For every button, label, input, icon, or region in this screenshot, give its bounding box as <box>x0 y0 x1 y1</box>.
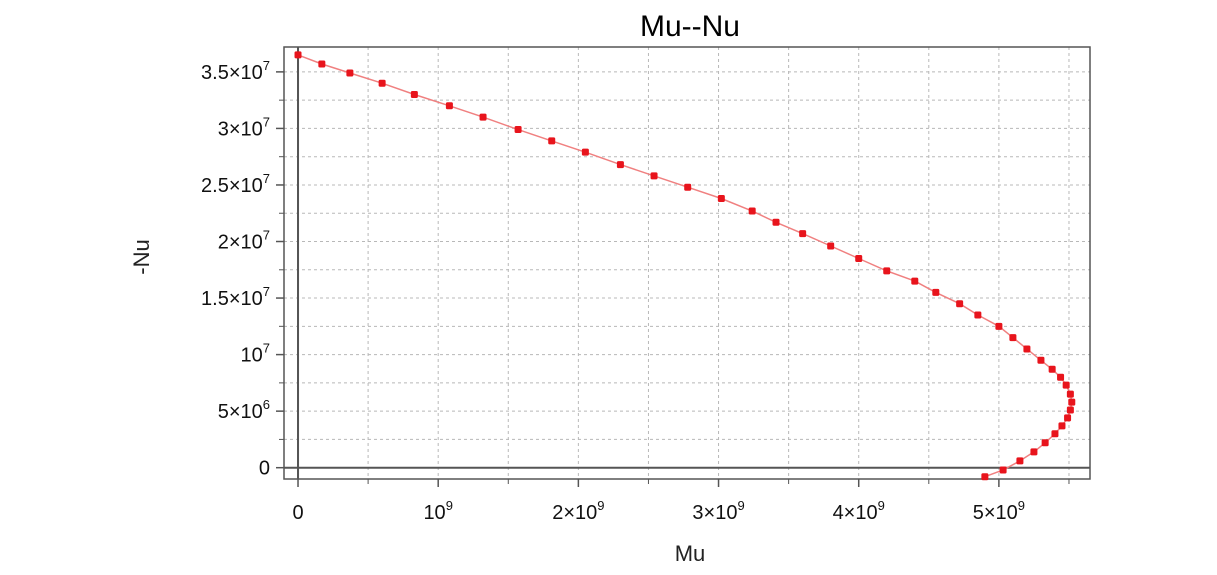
data-point <box>1057 373 1065 381</box>
data-point <box>346 69 354 77</box>
data-point <box>974 311 982 319</box>
x-tick-labels: 0 109 2×109 3×109 4×109 5×109 <box>292 498 1025 524</box>
data-point <box>883 267 891 275</box>
data-point <box>378 79 386 87</box>
plot-frame <box>283 46 1091 480</box>
x-tick-label: 109 <box>423 498 452 524</box>
data-point <box>1030 448 1038 456</box>
data-point <box>684 183 692 191</box>
y-tick-label: 107 <box>241 341 270 367</box>
y-tick-label: 1.5×107 <box>201 284 270 310</box>
data-point <box>911 277 919 285</box>
data-point <box>1037 356 1045 364</box>
series-points <box>294 51 1076 481</box>
data-point <box>445 102 453 110</box>
x-tick-label: 2×109 <box>552 498 604 524</box>
grid-lines <box>284 47 1090 479</box>
data-point <box>995 322 1003 330</box>
data-point <box>479 113 487 121</box>
y-tick-label: 3×107 <box>218 114 270 140</box>
data-point <box>1041 439 1049 447</box>
data-point <box>1048 365 1056 373</box>
data-point <box>1058 422 1066 430</box>
data-point <box>1068 398 1076 406</box>
data-point <box>827 242 835 250</box>
x-tick-label: 5×109 <box>973 498 1025 524</box>
y-tick-label: 2×107 <box>218 228 270 254</box>
data-point <box>981 473 989 481</box>
data-point <box>799 230 807 238</box>
data-point <box>410 90 418 98</box>
y-tick-label: 3.5×107 <box>201 58 270 84</box>
data-point <box>514 126 522 134</box>
data-point <box>294 51 302 59</box>
data-point <box>748 207 756 215</box>
data-point <box>1064 414 1072 422</box>
data-point <box>855 254 863 262</box>
y-tick-labels: 0 5×106 107 1.5×107 2×107 2.5×107 3×107 3.5×107 <box>201 58 270 480</box>
y-tick-label: 0 <box>259 458 270 480</box>
data-point <box>999 466 1007 474</box>
series-line <box>297 54 1073 478</box>
data-point <box>581 148 589 156</box>
data-point <box>1062 381 1070 389</box>
chart-title: Mu--Nu <box>640 10 740 43</box>
axes <box>276 47 1090 487</box>
x-tick-label: 4×109 <box>833 498 885 524</box>
y-axis-label: -Nu <box>129 239 154 274</box>
data-point <box>1016 457 1024 465</box>
data-point <box>1023 345 1031 353</box>
data-point <box>1009 334 1017 342</box>
data-point <box>772 218 780 226</box>
data-point <box>1066 390 1074 398</box>
data-point <box>932 288 940 296</box>
x-tick-label: 3×109 <box>692 498 744 524</box>
y-tick-label: 5×106 <box>218 397 270 423</box>
y-tick-label: 2.5×107 <box>201 171 270 197</box>
data-point <box>650 172 658 180</box>
data-point <box>717 195 725 203</box>
x-tick-label: 0 <box>292 502 303 524</box>
data-point <box>1066 406 1074 414</box>
data-point <box>956 300 964 308</box>
data-point <box>318 60 326 68</box>
data-point <box>548 137 556 145</box>
data-point <box>1051 430 1059 438</box>
data-point <box>616 161 624 169</box>
x-axis-label: Mu <box>675 541 706 566</box>
